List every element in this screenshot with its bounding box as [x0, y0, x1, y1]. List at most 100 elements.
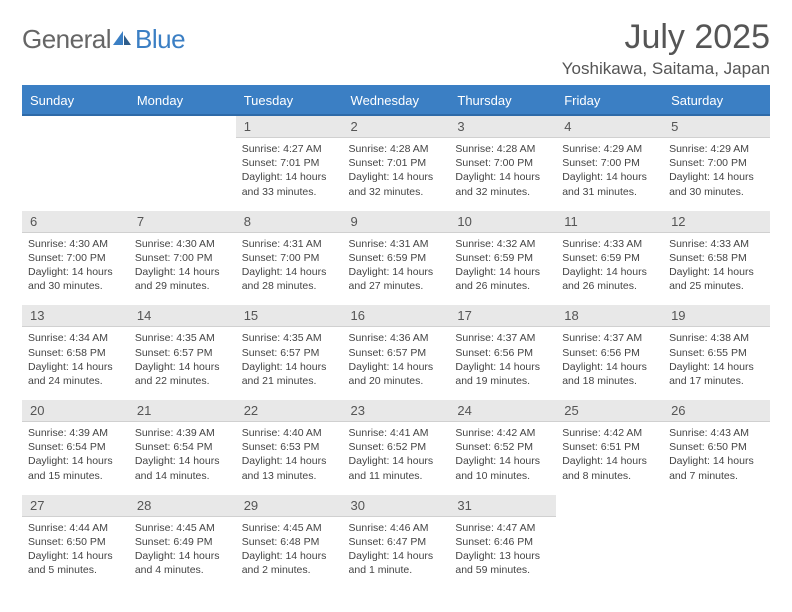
day-info: Sunrise: 4:35 AMSunset: 6:57 PMDaylight:…: [129, 327, 236, 394]
weekday-header: Friday: [556, 86, 663, 115]
calendar-cell: 19Sunrise: 4:38 AMSunset: 6:55 PMDayligh…: [663, 302, 770, 397]
day-number: 25: [556, 400, 663, 422]
day-info: Sunrise: 4:30 AMSunset: 7:00 PMDaylight:…: [129, 233, 236, 300]
calendar-cell: 24Sunrise: 4:42 AMSunset: 6:52 PMDayligh…: [449, 397, 556, 492]
calendar-table: SundayMondayTuesdayWednesdayThursdayFrid…: [22, 85, 770, 589]
day-info: Sunrise: 4:37 AMSunset: 6:56 PMDaylight:…: [556, 327, 663, 394]
weekday-header: Tuesday: [236, 86, 343, 115]
calendar-cell: 8Sunrise: 4:31 AMSunset: 7:00 PMDaylight…: [236, 208, 343, 303]
day-number: 10: [449, 211, 556, 233]
calendar-cell: 18Sunrise: 4:37 AMSunset: 6:56 PMDayligh…: [556, 302, 663, 397]
calendar-body: ..1Sunrise: 4:27 AMSunset: 7:01 PMDaylig…: [22, 115, 770, 586]
day-info: Sunrise: 4:42 AMSunset: 6:52 PMDaylight:…: [449, 422, 556, 489]
day-number: 3: [449, 116, 556, 138]
calendar-head: SundayMondayTuesdayWednesdayThursdayFrid…: [22, 86, 770, 115]
day-info: Sunrise: 4:38 AMSunset: 6:55 PMDaylight:…: [663, 327, 770, 394]
day-info: Sunrise: 4:33 AMSunset: 6:58 PMDaylight:…: [663, 233, 770, 300]
day-number: 18: [556, 305, 663, 327]
calendar-cell: 21Sunrise: 4:39 AMSunset: 6:54 PMDayligh…: [129, 397, 236, 492]
day-info: Sunrise: 4:47 AMSunset: 6:46 PMDaylight:…: [449, 517, 556, 584]
calendar-cell: 5Sunrise: 4:29 AMSunset: 7:00 PMDaylight…: [663, 115, 770, 208]
calendar-row: 20Sunrise: 4:39 AMSunset: 6:54 PMDayligh…: [22, 397, 770, 492]
day-info: Sunrise: 4:41 AMSunset: 6:52 PMDaylight:…: [343, 422, 450, 489]
weekday-row: SundayMondayTuesdayWednesdayThursdayFrid…: [22, 86, 770, 115]
calendar-cell: 29Sunrise: 4:45 AMSunset: 6:48 PMDayligh…: [236, 492, 343, 587]
day-info: Sunrise: 4:34 AMSunset: 6:58 PMDaylight:…: [22, 327, 129, 394]
day-number: 11: [556, 211, 663, 233]
calendar-cell: 30Sunrise: 4:46 AMSunset: 6:47 PMDayligh…: [343, 492, 450, 587]
calendar-cell: .: [663, 492, 770, 587]
day-info: Sunrise: 4:29 AMSunset: 7:00 PMDaylight:…: [556, 138, 663, 205]
day-info: Sunrise: 4:42 AMSunset: 6:51 PMDaylight:…: [556, 422, 663, 489]
calendar-cell: 22Sunrise: 4:40 AMSunset: 6:53 PMDayligh…: [236, 397, 343, 492]
day-info: Sunrise: 4:29 AMSunset: 7:00 PMDaylight:…: [663, 138, 770, 205]
weekday-header: Saturday: [663, 86, 770, 115]
day-number: 9: [343, 211, 450, 233]
weekday-header: Wednesday: [343, 86, 450, 115]
day-info: Sunrise: 4:31 AMSunset: 7:00 PMDaylight:…: [236, 233, 343, 300]
day-number: 30: [343, 495, 450, 517]
calendar-cell: 13Sunrise: 4:34 AMSunset: 6:58 PMDayligh…: [22, 302, 129, 397]
calendar-cell: 3Sunrise: 4:28 AMSunset: 7:00 PMDaylight…: [449, 115, 556, 208]
logo-sail-icon: [111, 29, 133, 47]
day-info: Sunrise: 4:30 AMSunset: 7:00 PMDaylight:…: [22, 233, 129, 300]
calendar-cell: 23Sunrise: 4:41 AMSunset: 6:52 PMDayligh…: [343, 397, 450, 492]
day-info: Sunrise: 4:37 AMSunset: 6:56 PMDaylight:…: [449, 327, 556, 394]
day-info: Sunrise: 4:43 AMSunset: 6:50 PMDaylight:…: [663, 422, 770, 489]
calendar-row: 13Sunrise: 4:34 AMSunset: 6:58 PMDayligh…: [22, 302, 770, 397]
calendar-cell: 25Sunrise: 4:42 AMSunset: 6:51 PMDayligh…: [556, 397, 663, 492]
day-number: 26: [663, 400, 770, 422]
weekday-header: Sunday: [22, 86, 129, 115]
day-number: 19: [663, 305, 770, 327]
day-number: 29: [236, 495, 343, 517]
day-info: Sunrise: 4:28 AMSunset: 7:00 PMDaylight:…: [449, 138, 556, 205]
day-number: 21: [129, 400, 236, 422]
day-number: 1: [236, 116, 343, 138]
calendar-cell: 14Sunrise: 4:35 AMSunset: 6:57 PMDayligh…: [129, 302, 236, 397]
calendar-cell: .: [556, 492, 663, 587]
calendar-cell: .: [129, 115, 236, 208]
day-number: 17: [449, 305, 556, 327]
day-number: 2: [343, 116, 450, 138]
day-number: 4: [556, 116, 663, 138]
weekday-header: Monday: [129, 86, 236, 115]
day-number: 31: [449, 495, 556, 517]
calendar-cell: 16Sunrise: 4:36 AMSunset: 6:57 PMDayligh…: [343, 302, 450, 397]
header: General Blue July 2025 Yoshikawa, Saitam…: [22, 18, 770, 79]
day-number: 6: [22, 211, 129, 233]
day-number: 5: [663, 116, 770, 138]
calendar-cell: 20Sunrise: 4:39 AMSunset: 6:54 PMDayligh…: [22, 397, 129, 492]
calendar-cell: 10Sunrise: 4:32 AMSunset: 6:59 PMDayligh…: [449, 208, 556, 303]
calendar-cell: 15Sunrise: 4:35 AMSunset: 6:57 PMDayligh…: [236, 302, 343, 397]
calendar-cell: 11Sunrise: 4:33 AMSunset: 6:59 PMDayligh…: [556, 208, 663, 303]
location: Yoshikawa, Saitama, Japan: [562, 59, 770, 79]
calendar-cell: 31Sunrise: 4:47 AMSunset: 6:46 PMDayligh…: [449, 492, 556, 587]
day-number: 23: [343, 400, 450, 422]
day-info: Sunrise: 4:27 AMSunset: 7:01 PMDaylight:…: [236, 138, 343, 205]
day-info: Sunrise: 4:39 AMSunset: 6:54 PMDaylight:…: [22, 422, 129, 489]
day-number: 12: [663, 211, 770, 233]
day-info: Sunrise: 4:31 AMSunset: 6:59 PMDaylight:…: [343, 233, 450, 300]
day-number: 20: [22, 400, 129, 422]
day-number: 24: [449, 400, 556, 422]
day-info: Sunrise: 4:45 AMSunset: 6:48 PMDaylight:…: [236, 517, 343, 584]
calendar-cell: 1Sunrise: 4:27 AMSunset: 7:01 PMDaylight…: [236, 115, 343, 208]
calendar-cell: 17Sunrise: 4:37 AMSunset: 6:56 PMDayligh…: [449, 302, 556, 397]
day-info: Sunrise: 4:46 AMSunset: 6:47 PMDaylight:…: [343, 517, 450, 584]
day-number: 15: [236, 305, 343, 327]
day-number: 28: [129, 495, 236, 517]
day-info: Sunrise: 4:36 AMSunset: 6:57 PMDaylight:…: [343, 327, 450, 394]
day-info: Sunrise: 4:44 AMSunset: 6:50 PMDaylight:…: [22, 517, 129, 584]
title-block: July 2025 Yoshikawa, Saitama, Japan: [562, 18, 770, 79]
weekday-header: Thursday: [449, 86, 556, 115]
calendar-cell: 9Sunrise: 4:31 AMSunset: 6:59 PMDaylight…: [343, 208, 450, 303]
day-number: 8: [236, 211, 343, 233]
day-info: Sunrise: 4:33 AMSunset: 6:59 PMDaylight:…: [556, 233, 663, 300]
day-number: 22: [236, 400, 343, 422]
calendar-row: ..1Sunrise: 4:27 AMSunset: 7:01 PMDaylig…: [22, 115, 770, 208]
logo-text-blue: Blue: [135, 24, 185, 55]
logo: General Blue: [22, 24, 185, 55]
calendar-cell: 28Sunrise: 4:45 AMSunset: 6:49 PMDayligh…: [129, 492, 236, 587]
day-info: Sunrise: 4:45 AMSunset: 6:49 PMDaylight:…: [129, 517, 236, 584]
day-info: Sunrise: 4:32 AMSunset: 6:59 PMDaylight:…: [449, 233, 556, 300]
